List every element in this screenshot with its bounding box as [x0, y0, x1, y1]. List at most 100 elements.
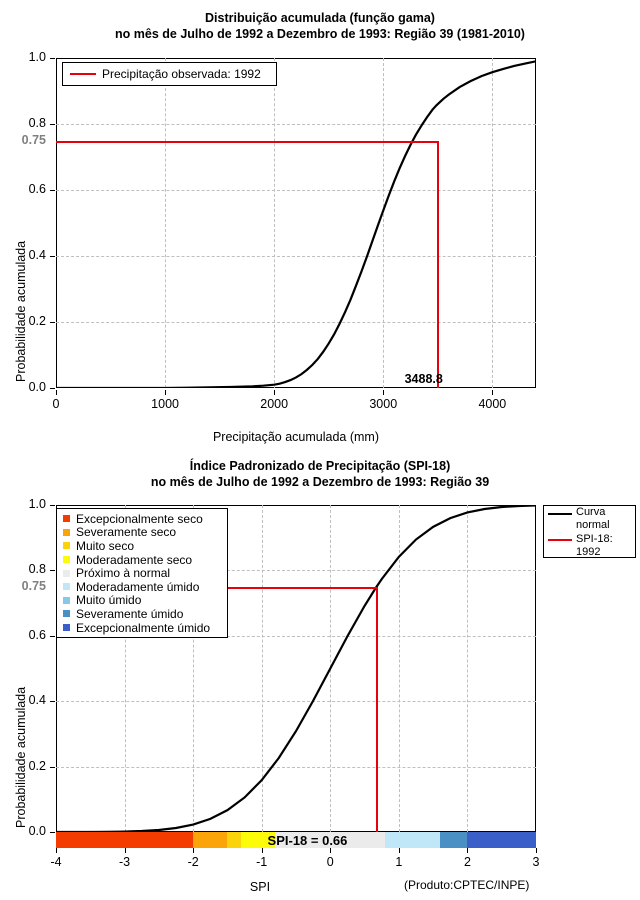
- x-axis-tick-label: -4: [50, 855, 62, 869]
- x-axis-tick-label: 3000: [369, 397, 398, 411]
- marker-value-label-gamma: 3488.8: [404, 372, 443, 386]
- x-axis-tick: [467, 848, 469, 853]
- colorbar-segment: [193, 832, 228, 848]
- x-axis-tick-label: 1: [395, 855, 403, 869]
- marker-horizontal-line-gamma: [56, 140, 437, 143]
- legend-label-category: Muito úmido: [76, 593, 142, 608]
- x-axis-tick: [398, 848, 400, 853]
- y-axis-tick: [50, 256, 55, 257]
- legend-label-category: Severamente seco: [76, 525, 177, 540]
- category-color-swatch-icon: [63, 569, 70, 577]
- chart-title-spi-line1: Índice Padronizado de Precipitação (SPI-…: [189, 459, 451, 473]
- x-axis-tick: [536, 848, 537, 853]
- gridline-vertical: [165, 58, 167, 388]
- legend-label-category: Próximo à normal: [76, 566, 171, 581]
- x-axis-tick-label: 0: [52, 397, 60, 411]
- y-axis-tick-label: 0.4: [28, 248, 46, 262]
- chart-title-spi: Índice Padronizado de Precipitação (SPI-…: [0, 458, 640, 490]
- colorbar-segment: [227, 832, 242, 848]
- legend-item-category: Excepcionalmente seco: [61, 512, 222, 526]
- x-axis-title-gamma: Precipitação acumulada (mm): [212, 430, 380, 444]
- y-axis-tick-label: 1.0: [28, 50, 46, 64]
- y-axis-tick: [50, 124, 55, 125]
- legend-label-category: Excepcionalmente úmido: [76, 620, 211, 635]
- legend-label-curva-normal: Curva normal: [576, 506, 610, 531]
- y-axis-tick: [50, 58, 55, 59]
- y-axis-tick: [50, 190, 55, 191]
- y-axis-tick: [50, 635, 55, 637]
- x-axis-tick: [165, 390, 167, 395]
- category-color-swatch-icon: [63, 528, 70, 536]
- y-axis-tick: [50, 322, 55, 323]
- legend-label-category: Severamente úmido: [76, 606, 184, 621]
- credit-label: (Produto:CPTEC/INPE): [404, 878, 530, 892]
- y-axis-tick: [50, 832, 55, 833]
- x-axis-tick: [492, 390, 494, 395]
- gridline-horizontal: [56, 124, 536, 125]
- spi-category-colorbar: [56, 832, 536, 848]
- gridline-horizontal: [56, 635, 536, 637]
- gridline-horizontal: [56, 701, 536, 703]
- gridline-vertical: [398, 505, 400, 832]
- plot-area-gamma: [56, 58, 536, 388]
- normal-curve-svg: [56, 505, 536, 832]
- y-axis-tick: [50, 388, 55, 389]
- legend-item-category: Moderadamente seco: [61, 553, 222, 567]
- category-color-swatch-icon: [63, 515, 70, 523]
- y-axis-tick-label: 0.2: [28, 758, 46, 773]
- colorbar-segment: [439, 832, 468, 848]
- x-axis-tick: [274, 390, 276, 395]
- colorbar-segment: [385, 832, 440, 848]
- gridline-vertical: [274, 58, 276, 388]
- marker-vertical-line-spi: [375, 586, 378, 842]
- x-axis-tick: [124, 848, 126, 853]
- gridline-vertical: [261, 505, 263, 832]
- x-axis-tick-label: 4000: [478, 397, 507, 411]
- legend-label-spi-1992: SPI-18: 1992: [576, 533, 613, 558]
- gridline-horizontal: [56, 570, 536, 572]
- y-axis-tick-label: 0.0: [28, 824, 46, 838]
- category-color-swatch-icon: [63, 583, 70, 591]
- x-axis-tick: [330, 848, 332, 853]
- x-axis-tick: [193, 848, 195, 853]
- legend-item-category: Excepcionalmente úmido: [61, 621, 222, 635]
- y-axis-tick-label: 0.2: [28, 314, 46, 328]
- x-axis-tick: [261, 848, 263, 853]
- legend-label-category: Moderadamente seco: [76, 552, 193, 567]
- y-axis-tick: [50, 766, 55, 768]
- legend-label-category: Moderadamente úmido: [76, 579, 200, 594]
- y-axis-tick-label: 0.6: [28, 627, 46, 642]
- marker-probability-label-spi: 0.75: [21, 578, 46, 593]
- legend-label-category: Excepcionalmente seco: [76, 511, 203, 526]
- y-axis-tick-label: 0.4: [28, 693, 46, 708]
- legend-label-observed: Precipitação observada: 1992: [102, 67, 261, 81]
- y-axis-tick-label: 0.8: [28, 562, 46, 577]
- y-axis-title-gamma: Probabilidade acumulada: [14, 240, 28, 382]
- x-axis-tick: [56, 848, 57, 853]
- category-color-swatch-icon: [63, 624, 70, 632]
- x-axis-tick: [383, 390, 385, 395]
- legend-spi-categories: Excepcionalmente seco Severamente seco Mui…: [56, 508, 228, 639]
- chart-title-gamma-line2: no mês de Julho de 1992 a Dezembro de 19…: [115, 27, 525, 41]
- legend-gamma: Precipitação observada: 1992: [62, 62, 277, 86]
- colorbar-segment: [241, 832, 276, 848]
- gamma-curve-svg: [56, 60, 536, 388]
- gridline-horizontal: [56, 256, 536, 257]
- legend-item-category: Moderadamente úmido: [61, 580, 222, 594]
- y-axis-tick-label: 0.8: [28, 116, 46, 130]
- x-axis-tick-label: 1000: [151, 397, 179, 411]
- x-axis-tick-label: -1: [256, 855, 268, 869]
- y-axis-tick: [50, 701, 55, 703]
- category-color-swatch-icon: [63, 542, 70, 550]
- gridline-vertical: [467, 505, 469, 832]
- legend-item-observed: Precipitação observada: 1992: [63, 63, 276, 85]
- y-axis-tick-label: 1.0: [28, 497, 46, 511]
- gridline-horizontal: [56, 322, 536, 323]
- colorbar-segment: [275, 832, 386, 848]
- legend-item-curva-normal: Curva normal: [544, 506, 635, 532]
- legend-item-category: Próximo à normal: [61, 566, 222, 580]
- x-axis-title-spi: SPI: [249, 880, 271, 894]
- marker-probability-label-gamma: 0.75: [21, 132, 46, 147]
- x-axis-tick-label: 2: [463, 855, 471, 869]
- x-axis-tick: [56, 390, 57, 395]
